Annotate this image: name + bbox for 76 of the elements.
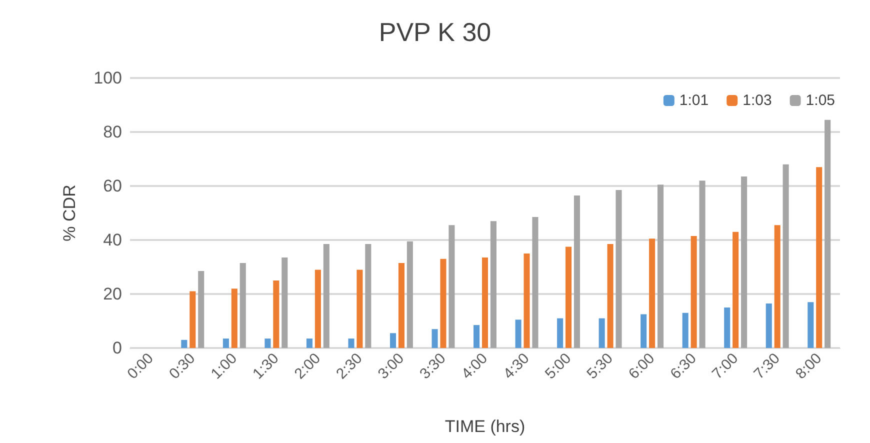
bar [808, 302, 814, 348]
x-tick-label: 3:00 [374, 350, 408, 383]
bar [658, 184, 664, 348]
bar [724, 308, 730, 348]
x-tick-label: 5:30 [584, 350, 616, 383]
x-tick-label: 2:00 [291, 350, 324, 383]
bar [323, 244, 330, 348]
x-axis-title: TIME (hrs) [444, 417, 526, 436]
bar [306, 338, 312, 348]
x-tick-label: 5:00 [542, 350, 575, 383]
bar [690, 236, 697, 348]
bar [448, 225, 455, 348]
bar [365, 244, 372, 348]
bar [348, 338, 354, 348]
bar [398, 262, 404, 348]
bar [741, 176, 748, 348]
bar [181, 340, 188, 348]
bar [432, 329, 438, 348]
bar [440, 258, 446, 348]
x-tick-label: 8:00 [792, 350, 826, 383]
bar [574, 195, 580, 348]
x-tick-label: 0:00 [124, 350, 157, 383]
bar [198, 271, 204, 348]
bar [640, 314, 647, 348]
bar [482, 258, 488, 348]
legend-label: 1:01 [679, 92, 709, 109]
chart-title: PVP K 30 [378, 17, 492, 47]
bar [566, 246, 572, 348]
x-tick-label: 1:30 [250, 350, 282, 383]
bar [314, 270, 321, 348]
x-tick-label: 0:30 [166, 350, 199, 383]
y-tick-label: 100 [94, 68, 122, 88]
bar [222, 338, 229, 348]
x-tick-label: 4:30 [500, 350, 533, 383]
x-tick-label: 1:00 [208, 350, 240, 383]
y-tick-label: 20 [103, 284, 122, 304]
bar [406, 241, 413, 348]
bar [356, 270, 363, 348]
bar [598, 318, 605, 348]
bar [732, 232, 739, 348]
bar [816, 167, 822, 348]
bar [616, 190, 622, 348]
bar [490, 221, 496, 348]
bar [474, 325, 480, 348]
x-tick-label: 6:30 [667, 350, 700, 383]
bar [282, 258, 288, 348]
bar [774, 225, 780, 348]
x-tick-label: 6:00 [625, 350, 658, 383]
bar [649, 238, 656, 348]
bar [390, 333, 396, 348]
x-tick-label: 3:30 [416, 350, 450, 383]
y-axis-title: % CDR [60, 184, 79, 242]
y-tick-label: 40 [103, 230, 122, 250]
legend-label: 1:05 [806, 92, 836, 109]
bar [231, 288, 238, 348]
bar [240, 262, 246, 348]
y-tick-label: 80 [103, 122, 122, 142]
y-tick-label: 0 [112, 338, 122, 358]
bar [515, 320, 522, 348]
bar [273, 280, 280, 348]
bar [557, 318, 564, 348]
bar [524, 254, 530, 348]
legend-label: 1:03 [742, 92, 772, 109]
bar [607, 244, 614, 348]
bar [264, 338, 271, 348]
bar [532, 217, 538, 348]
bar [699, 180, 706, 348]
x-tick-label: 7:30 [750, 350, 784, 383]
x-tick-label: 4:00 [458, 350, 492, 383]
x-tick-label: 7:00 [708, 350, 742, 383]
bar [824, 120, 831, 348]
bar [766, 303, 772, 348]
bar [682, 312, 688, 348]
y-tick-label: 60 [103, 176, 122, 196]
bar [190, 291, 196, 348]
bar [782, 164, 789, 348]
